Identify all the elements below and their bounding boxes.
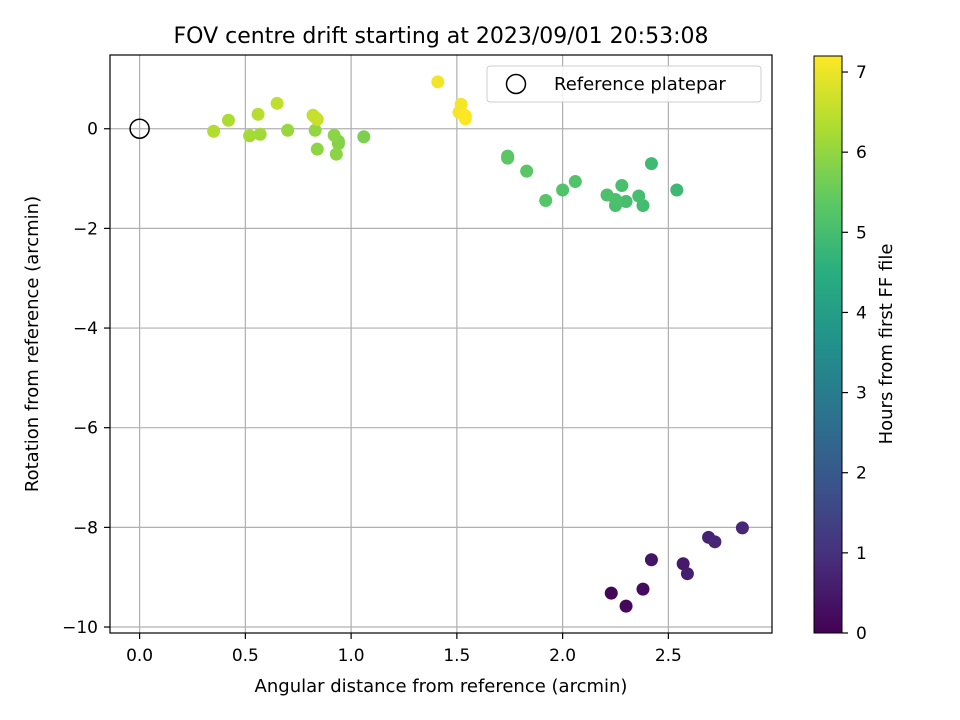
data-point	[253, 127, 267, 141]
y-tick-label: −6	[73, 419, 98, 439]
reference-marker	[129, 118, 150, 139]
y-tick-label: −8	[73, 518, 98, 538]
x-axis-ticks: 0.0 0.5 1.0 1.5 2.0 2.5	[126, 633, 682, 666]
y-tick-label: −2	[73, 219, 98, 239]
grid	[110, 55, 772, 633]
data-point	[632, 189, 646, 203]
data-point	[680, 567, 694, 581]
legend-entry-reference: Reference platepar	[554, 74, 726, 95]
colorbar-ticks: 0 1 2 3 4 5 6 7	[842, 63, 867, 644]
data-point	[520, 164, 534, 178]
y-tick-label: −4	[73, 319, 98, 339]
plot-frame	[109, 54, 773, 634]
x-tick-label: 2.5	[655, 646, 682, 666]
chart-title: FOV centre drift starting at 2023/09/01 …	[174, 24, 709, 49]
legend-box	[486, 65, 762, 103]
legend-marker	[505, 73, 527, 95]
data-point	[327, 128, 341, 142]
colorbar-label: Hours from first FF file	[876, 244, 897, 445]
data-points	[207, 75, 749, 613]
x-tick-label: 1.5	[443, 646, 470, 666]
data-point	[735, 521, 749, 535]
data-point	[644, 553, 658, 567]
data-point	[619, 194, 633, 208]
x-tick-label: 0.5	[232, 646, 259, 666]
colorbar-tick-label: 2	[856, 464, 867, 484]
x-tick-label: 1.0	[338, 646, 365, 666]
data-point	[619, 599, 633, 613]
data-point	[221, 113, 235, 127]
y-axis-ticks: 0 −2 −4 −6 −8 −10	[62, 120, 110, 638]
y-tick-label: −10	[62, 618, 98, 638]
data-point	[501, 151, 515, 165]
data-point	[539, 193, 553, 207]
data-point	[708, 535, 722, 549]
x-tick-label: 0.0	[126, 646, 153, 666]
colorbar-tick-label: 3	[856, 384, 867, 404]
y-axis-label: Rotation from reference (arcmin)	[22, 196, 43, 492]
data-point	[636, 582, 650, 596]
colorbar: 0 1 2 3 4 5 6 7 Hours from first FF file	[813, 55, 897, 644]
data-point	[644, 157, 658, 171]
legend: Reference platepar	[486, 65, 762, 103]
data-point	[600, 188, 614, 202]
x-tick-label: 2.0	[549, 646, 576, 666]
data-point	[310, 142, 324, 156]
x-axis-label: Angular distance from reference (arcmin)	[255, 676, 628, 697]
data-point	[556, 183, 570, 197]
colorbar-tick-label: 5	[856, 223, 867, 243]
data-point	[270, 96, 284, 110]
colorbar-tick-label: 6	[856, 143, 867, 163]
colorbar-tick-label: 0	[856, 624, 867, 644]
y-tick-label: 0	[87, 120, 98, 140]
colorbar-tick-label: 7	[856, 63, 867, 83]
colorbar-tick-label: 1	[856, 544, 867, 564]
data-point	[308, 110, 322, 124]
data-point	[357, 130, 371, 144]
data-point	[308, 123, 322, 137]
data-point	[243, 129, 257, 143]
colorbar-tick-label: 4	[856, 303, 867, 323]
data-point	[207, 124, 221, 138]
data-point	[251, 107, 265, 121]
data-point	[281, 123, 295, 137]
data-point	[670, 183, 684, 197]
data-point	[431, 75, 445, 89]
data-point	[615, 179, 629, 193]
data-point	[329, 147, 343, 161]
data-point	[676, 557, 690, 571]
data-point	[458, 109, 472, 123]
colorbar-gradient	[813, 55, 843, 634]
data-point	[568, 175, 582, 189]
data-point	[604, 586, 618, 600]
reference-platepar-point	[129, 118, 150, 139]
